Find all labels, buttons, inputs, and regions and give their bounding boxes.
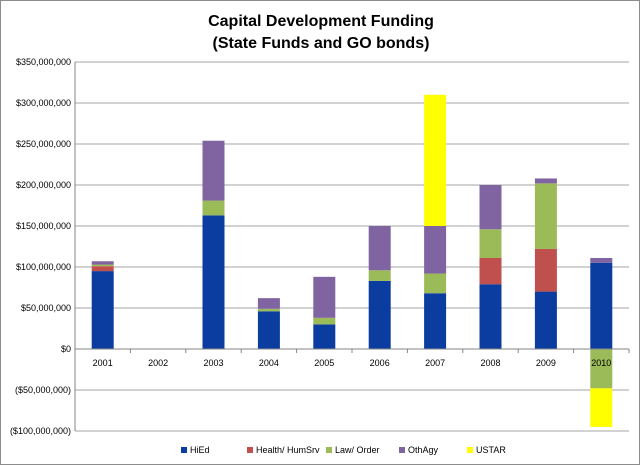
bar-othagy-2008 <box>479 185 502 230</box>
x-tick-label: 2007 <box>425 358 445 368</box>
bar-hied-2010 <box>590 262 613 349</box>
bar-othagy-2005 <box>313 276 336 318</box>
legend-label: USTAR <box>476 445 506 455</box>
x-tick-label: 2006 <box>370 358 390 368</box>
bars <box>91 94 613 427</box>
bar-ustar-2010 <box>590 388 613 427</box>
y-tick-label: $100,000,000 <box>16 262 71 272</box>
y-tick-label: $350,000,000 <box>16 57 71 67</box>
bar-othagy-2004 <box>257 298 280 309</box>
bar-law-order-2001 <box>91 264 114 267</box>
y-tick-label: $150,000,000 <box>16 221 71 231</box>
y-tick-label: $250,000,000 <box>16 139 71 149</box>
bar-othagy-2003 <box>202 140 225 201</box>
bar-hied-2003 <box>202 215 225 349</box>
bar-othagy-2006 <box>368 226 391 271</box>
bar-othagy-2010 <box>590 257 613 263</box>
y-tick-label: $200,000,000 <box>16 180 71 190</box>
bar-othagy-2001 <box>91 261 114 265</box>
x-tick-label: 2001 <box>93 358 113 368</box>
legend-label: HiEd <box>190 445 210 455</box>
bar-law-order-2004 <box>257 308 280 312</box>
bar-law-order-2010 <box>590 349 613 389</box>
bar-hied-2007 <box>424 293 447 349</box>
y-tick-label: ($50,000,000) <box>15 385 71 395</box>
x-tick-label: 2009 <box>536 358 556 368</box>
legend-label: OthAgy <box>408 445 439 455</box>
bar-hied-2008 <box>479 284 502 349</box>
axes <box>74 62 630 431</box>
x-tick-label: 2003 <box>203 358 223 368</box>
bar-hied-2009 <box>534 291 557 349</box>
legend-swatch <box>399 447 405 453</box>
legend-swatch <box>326 447 332 453</box>
x-tick-label: 2010 <box>591 358 611 368</box>
x-tick-label: 2008 <box>480 358 500 368</box>
bar-law-order-2009 <box>534 183 557 249</box>
legend: HiEd Health/ HumSrv Law/ Order OthAgy USTAR <box>181 445 506 455</box>
bar-othagy-2009 <box>534 178 557 184</box>
gridlines <box>75 61 629 432</box>
bar-law-order-2006 <box>368 270 391 281</box>
bar-hied-2006 <box>368 280 391 349</box>
bar-ustar-2007 <box>424 94 447 226</box>
bar-hied-2004 <box>257 311 280 349</box>
bar-othagy-2007 <box>424 226 447 274</box>
x-tick-label: 2004 <box>259 358 279 368</box>
bar-hied-2005 <box>313 324 336 349</box>
y-tick-label: $300,000,000 <box>16 98 71 108</box>
x-tick-label: 2005 <box>314 358 334 368</box>
chart-subtitle: (State Funds and GO bonds) <box>213 35 430 52</box>
bar-health-humsrv-2001 <box>91 266 114 272</box>
x-tick-label: 2002 <box>148 358 168 368</box>
y-tick-label: ($100,000,000) <box>10 426 71 436</box>
legend-label: Law/ Order <box>335 445 380 455</box>
bar-law-order-2007 <box>424 273 447 294</box>
bar-hied-2001 <box>91 271 114 349</box>
x-axis-tick-labels: 2001 2002 2003 2004 2005 2006 2007 2008 2009 2010 <box>93 358 612 368</box>
legend-swatch <box>467 447 473 453</box>
chart-title: Capital Development Funding <box>208 13 434 30</box>
bar-law-order-2003 <box>202 200 225 216</box>
y-axis-tick-labels: $350,000,000 $300,000,000 $250,000,000 $200… <box>10 57 71 436</box>
bar-law-order-2005 <box>313 317 336 325</box>
y-tick-label: $0 <box>61 344 71 354</box>
y-tick-label: $50,000,000 <box>21 303 71 313</box>
bar-health-humsrv-2008 <box>479 257 502 285</box>
bar-law-order-2008 <box>479 229 502 258</box>
legend-label: Health/ HumSrv <box>256 445 320 455</box>
legend-swatch <box>181 447 187 453</box>
legend-swatch <box>247 447 253 453</box>
bar-health-humsrv-2009 <box>534 248 557 292</box>
